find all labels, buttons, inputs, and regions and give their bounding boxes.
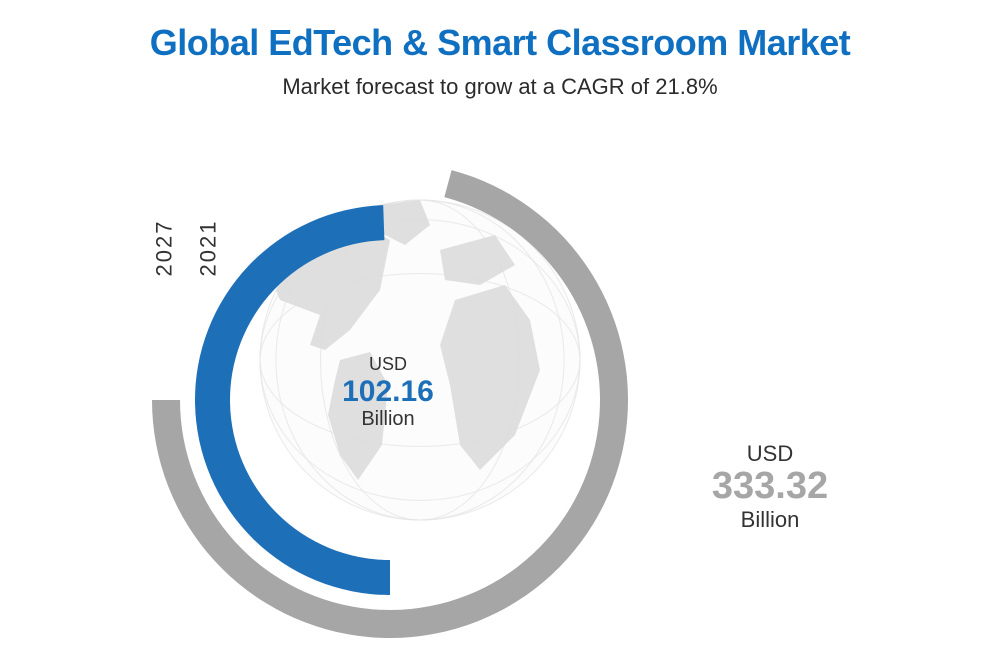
radial-chart-svg [0,120,1000,658]
currency-label: USD [680,442,860,466]
value-block-2021: USD 102.16 Billion [318,355,458,430]
page-title: Global EdTech & Smart Classroom Market [0,22,1000,64]
year-label-2027: 2027 [151,220,177,277]
value-block-2027: USD 333.32 Billion [680,442,860,532]
radial-chart: 2027 2021 USD 102.16 Billion USD 333.32 … [0,120,1000,658]
value-label: 333.32 [680,466,860,508]
value-label: 102.16 [318,375,458,408]
page-subtitle: Market forecast to grow at a CAGR of 21.… [0,74,1000,100]
year-label-2021: 2021 [195,220,221,277]
currency-label: USD [318,355,458,375]
unit-label: Billion [680,508,860,532]
unit-label: Billion [318,408,458,430]
